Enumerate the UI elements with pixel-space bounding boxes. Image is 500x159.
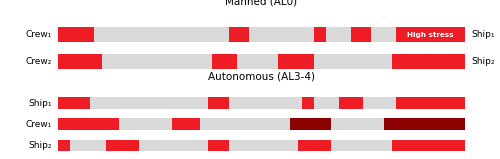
Bar [249,27,314,42]
Bar [237,54,278,69]
Text: Ship₁: Ship₁ [28,99,52,108]
Bar [172,118,200,130]
Title: Manned (AL0): Manned (AL0) [225,0,298,6]
Bar [102,54,212,69]
Bar [396,97,465,109]
Bar [58,54,465,69]
Text: Crew₁: Crew₁ [25,120,52,129]
Text: Crew₁: Crew₁ [25,30,52,39]
Bar [58,97,465,109]
Bar [396,27,465,42]
Bar [338,97,363,109]
Bar [326,27,351,42]
Bar [58,97,90,109]
Bar [58,118,118,130]
Bar [118,118,172,130]
Bar [58,27,94,42]
Bar [106,139,139,151]
Bar [314,97,338,109]
Text: Ship₁: Ship₁ [471,30,494,39]
Bar [228,97,302,109]
Bar [330,139,392,151]
Bar [58,139,70,151]
Bar [314,54,392,69]
Bar [139,139,208,151]
Bar [212,54,237,69]
Bar [290,118,331,130]
Bar [372,27,396,42]
Text: Ship₂: Ship₂ [471,57,494,66]
Bar [351,27,372,42]
Bar [302,97,314,109]
Bar [392,54,465,69]
Bar [94,27,228,42]
Bar [208,97,229,109]
Bar [384,118,465,130]
Text: High stress: High stress [407,31,454,38]
Bar [392,139,465,151]
Bar [58,27,465,42]
Bar [228,139,298,151]
Bar [70,139,106,151]
Bar [208,139,229,151]
Bar [90,97,208,109]
Bar [228,27,249,42]
Bar [330,118,384,130]
Bar [58,54,102,69]
Bar [278,54,314,69]
Bar [314,27,326,42]
Title: Autonomous (AL3-4): Autonomous (AL3-4) [208,71,315,81]
Text: Ship₂: Ship₂ [28,141,52,150]
Bar [58,139,465,151]
Bar [200,118,290,130]
Bar [298,139,330,151]
Bar [58,118,465,130]
Text: Crew₂: Crew₂ [25,57,52,66]
Bar [363,97,396,109]
